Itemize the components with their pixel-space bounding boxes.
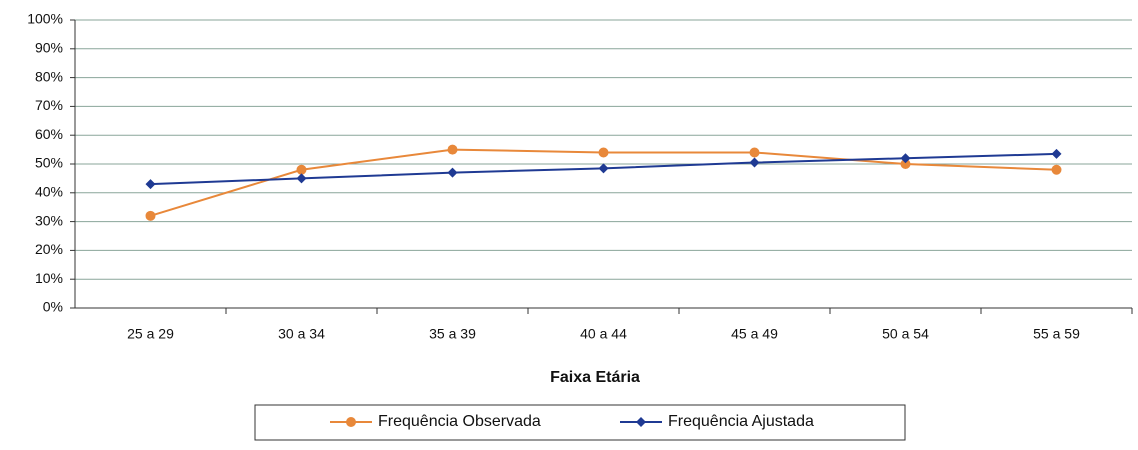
marker <box>900 159 911 169</box>
x-tick-label: 25 a 29 <box>127 326 174 342</box>
y-tick-label: 50% <box>35 155 63 171</box>
y-tick-label: 0% <box>43 299 63 315</box>
y-tick-label: 70% <box>35 97 63 113</box>
marker <box>900 153 911 164</box>
y-tick-label: 20% <box>35 241 63 257</box>
marker <box>296 173 307 184</box>
legend-box <box>254 404 906 441</box>
x-tick-label: 50 a 54 <box>882 326 929 342</box>
y-tick-label: 100% <box>27 11 63 27</box>
marker <box>346 417 356 427</box>
y-tick-label: 60% <box>35 126 63 142</box>
marker <box>145 179 156 190</box>
series-line <box>150 148 1057 217</box>
marker <box>145 210 156 221</box>
marker <box>749 147 760 158</box>
y-tick-label: 90% <box>35 40 63 56</box>
y-tick-label: 40% <box>35 184 63 200</box>
x-tick-label: 40 a 44 <box>580 326 627 342</box>
legend-label: Frequência Ajustada <box>668 413 814 430</box>
marker <box>636 417 646 427</box>
x-tick-label: 45 a 49 <box>731 326 778 342</box>
marker <box>598 163 609 174</box>
y-tick-label: 30% <box>35 212 63 228</box>
marker <box>447 144 458 155</box>
marker <box>1051 164 1062 175</box>
marker <box>598 147 609 158</box>
x-tick-label: 35 a 39 <box>429 326 476 342</box>
y-tick-label: 10% <box>35 270 63 286</box>
legend-label: Frequência Observada <box>378 413 541 430</box>
marker <box>447 167 458 178</box>
y-tick-label: 80% <box>35 68 63 84</box>
marker <box>1051 148 1062 159</box>
marker <box>749 157 760 168</box>
x-tick-label: 55 a 59 <box>1033 326 1080 342</box>
marker <box>296 164 307 175</box>
x-tick-label: 30 a 34 <box>278 326 325 342</box>
x-axis-title: Faixa Etária <box>550 369 640 386</box>
